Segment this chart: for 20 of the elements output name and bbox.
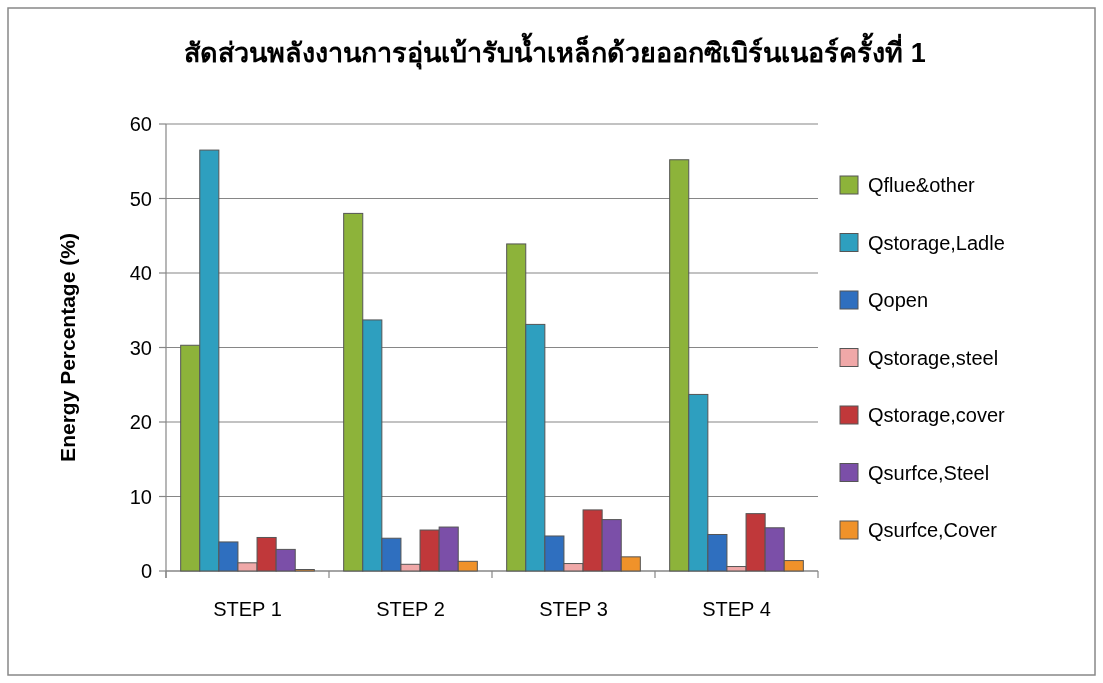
- legend-label: Qstorage,steel: [868, 346, 999, 369]
- x-tick-label: STEP 3: [539, 598, 608, 620]
- legend-label: Qsurfce,Cover: [868, 519, 998, 541]
- y-tick-label: 10: [129, 485, 152, 508]
- legend-label: Qopen: [868, 289, 929, 311]
- y-axis-title: Energy Percentage (%): [56, 233, 79, 462]
- legend-label: Qstorage,cover: [868, 404, 1006, 426]
- y-tick-label: 0: [140, 560, 152, 582]
- y-tick-label: 60: [129, 113, 152, 135]
- legend-label: Qstorage,Ladle: [868, 231, 1005, 254]
- chart-title: สัดส่วนพลังงานการอุ่นเบ้ารับน้ำเหล็กด้วยออกซิเบิร์นเนอร์ครั้งที่ 1: [184, 32, 926, 70]
- legend-label: Qsurfce,Steel: [868, 461, 990, 484]
- x-tick-label: STEP 1: [213, 598, 282, 620]
- x-tick-label: STEP 4: [702, 598, 771, 620]
- y-tick-label: 40: [129, 262, 152, 284]
- x-tick-label: STEP 2: [376, 598, 445, 620]
- legend-label: Qflue&other: [868, 174, 976, 196]
- y-tick-label: 20: [129, 411, 152, 433]
- y-tick-label: 50: [129, 187, 152, 210]
- y-tick-label: 30: [129, 336, 152, 359]
